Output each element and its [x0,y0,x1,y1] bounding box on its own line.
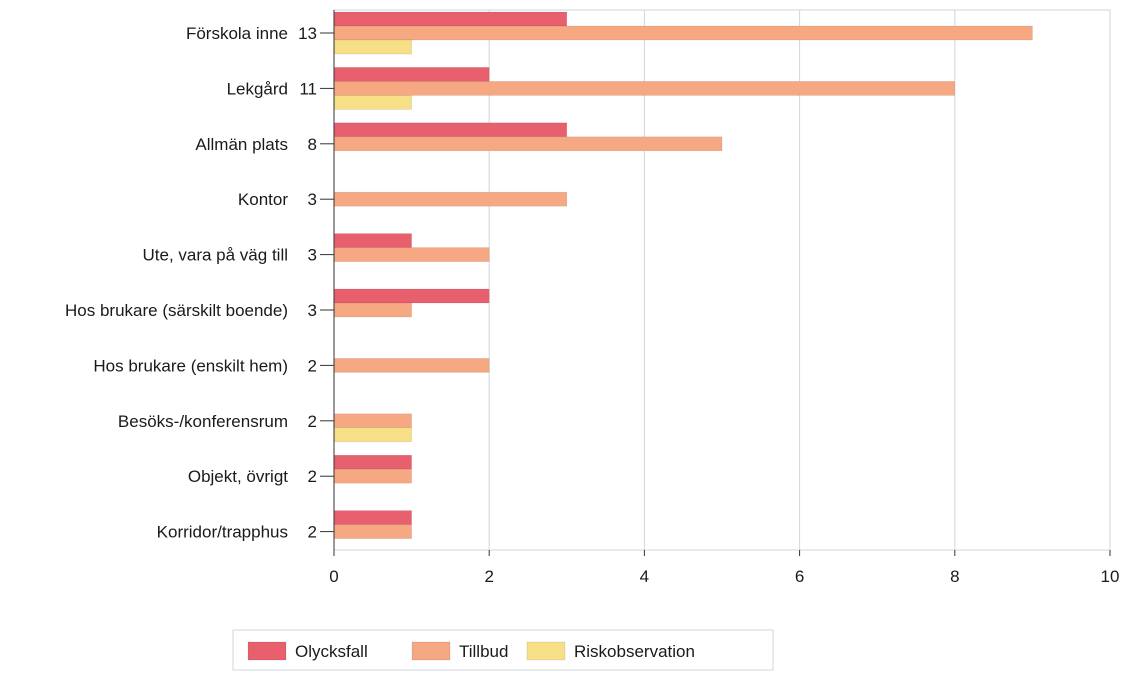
bars [333,11,1033,539]
category-label: Lekgård [227,79,288,98]
category-label: Allmän plats [195,135,288,154]
bar-riskobservation-7 [333,427,412,443]
category-total-label: 13 [298,24,317,43]
category-label: Hos brukare (enskilt hem) [93,356,288,375]
legend-swatch-olycksfall [247,641,287,661]
bar-tillbud-6 [333,358,490,373]
bar-tillbud-4 [333,247,490,262]
bar-riskobservation-0 [333,39,412,55]
legend-box [232,629,774,671]
bar-tillbud-8 [333,468,412,484]
category-label: Besöks-/konferensrum [118,412,288,431]
category-label: Korridor/trapphus [157,523,288,542]
bar-tillbud-7 [333,413,412,429]
bar-riskobservation-1 [333,95,412,110]
legend-swatch-riskobservation [526,641,566,661]
category-total-label: 2 [308,412,317,431]
bar-tillbud-5 [333,302,412,318]
x-tick-label: 8 [950,567,959,586]
bar-olycksfall-1 [333,67,490,82]
category-total-label: 3 [308,190,317,209]
category-label: Kontor [238,190,288,209]
bar-tillbud-2 [333,136,723,152]
legend-label-olycksfall: Olycksfall [295,642,368,661]
category-total-label: 2 [308,356,317,375]
legend-label-riskobservation: Riskobservation [574,642,695,661]
category-total-label: 3 [308,246,317,265]
bar-olycksfall-0 [333,11,568,27]
category-label: Ute, vara på väg till [142,246,288,265]
category-total-label: 2 [308,467,317,486]
category-total-label: 3 [308,301,317,320]
x-tick-label: 0 [329,567,338,586]
bar-olycksfall-4 [333,233,412,248]
legend-swatch-tillbud [411,641,451,661]
category-total-label: 2 [308,523,317,542]
bar-tillbud-9 [333,524,412,539]
x-tick-label: 4 [640,567,649,586]
category-total-label: 8 [308,135,317,154]
bar-tillbud-0 [333,25,1033,41]
legend-label-tillbud: Tillbud [459,642,508,661]
x-tick-label: 10 [1101,567,1120,586]
bar-olycksfall-2 [333,122,568,138]
category-total-label: 11 [299,79,317,98]
bar-olycksfall-9 [333,510,412,525]
bar-tillbud-3 [333,191,568,207]
x-tick-label: 6 [795,567,804,586]
category-label: Objekt, övrigt [188,467,288,486]
x-tick-label: 2 [484,567,493,586]
category-label: Hos brukare (särskilt boende) [65,301,288,320]
bar-tillbud-1 [333,81,956,96]
bar-olycksfall-5 [333,288,490,304]
bar-olycksfall-8 [333,454,412,470]
axes: 0 2 4 6 8 10 13 Förskola inne 11 Lekgård 8 Allmän p… [65,10,1119,586]
legend: Olycksfall Tillbud Riskobservation [232,629,774,671]
category-label: Förskola inne [186,24,288,43]
